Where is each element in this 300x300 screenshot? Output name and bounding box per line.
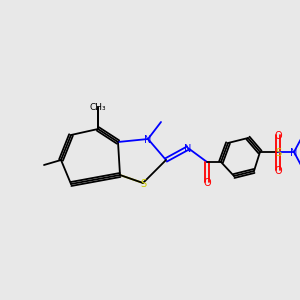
Text: CH₃: CH₃ <box>90 103 106 112</box>
Text: N: N <box>290 148 298 158</box>
Text: N: N <box>144 135 152 145</box>
Text: O: O <box>203 178 211 188</box>
Text: S: S <box>140 179 146 189</box>
Text: O: O <box>274 166 282 176</box>
Text: O: O <box>274 131 282 141</box>
Text: S: S <box>275 148 281 158</box>
Text: N: N <box>184 144 192 154</box>
